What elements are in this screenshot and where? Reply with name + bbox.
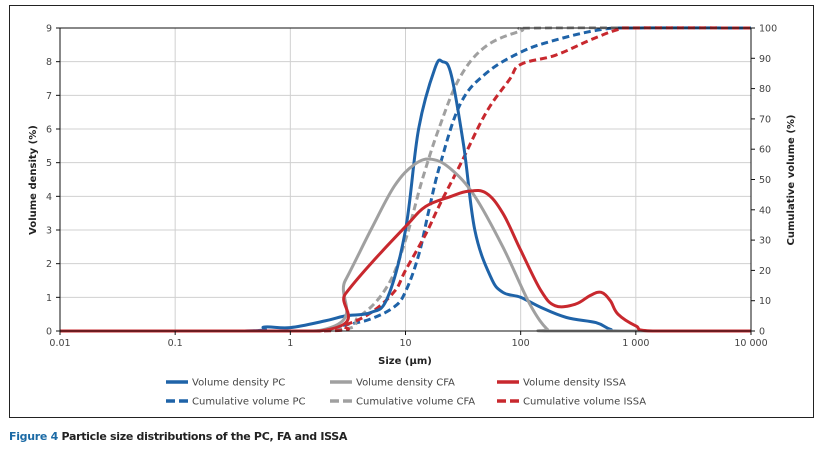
y-axis-title: Volume density (%) bbox=[28, 125, 39, 235]
legend-label: Volume density CFA bbox=[356, 378, 455, 389]
x-tick-label: 0.01 bbox=[49, 338, 70, 349]
x-axis-ticks: 0.01 0.1 1 10 100 1 000 10 000 bbox=[49, 331, 768, 349]
legend: Volume density PC Volume density CFA Volum… bbox=[166, 378, 646, 408]
y2-tick-label: 60 bbox=[759, 145, 771, 156]
y2-tick-label: 100 bbox=[759, 24, 777, 35]
y-tick-label: 2 bbox=[46, 259, 52, 270]
gridlines bbox=[60, 28, 751, 331]
legend-item: Cumulative volume ISSA bbox=[497, 397, 646, 408]
x-tick-label: 100 bbox=[512, 338, 530, 349]
x-tick-label: 1 000 bbox=[622, 338, 649, 349]
x-tick-label: 10 bbox=[399, 338, 411, 349]
y-axis-ticks: 0 1 2 3 4 5 6 7 8 9 bbox=[46, 24, 60, 338]
y2-tick-label: 50 bbox=[759, 175, 771, 186]
figure-number: Figure 4 bbox=[9, 430, 58, 443]
caption-text: Particle size distributions of the PC, F… bbox=[61, 430, 348, 443]
figure-frame bbox=[9, 5, 814, 418]
y-tick-label: 3 bbox=[46, 226, 52, 237]
y2-tick-label: 0 bbox=[759, 327, 765, 338]
y-tick-label: 1 bbox=[46, 293, 52, 304]
legend-label: Volume density ISSA bbox=[523, 378, 626, 389]
x-axis-title: Size (µm) bbox=[378, 356, 432, 367]
series-volume-density-issa bbox=[60, 188, 751, 333]
legend-item: Cumulative volume PC bbox=[166, 397, 306, 408]
x-tick-label: 10 000 bbox=[734, 338, 767, 349]
legend-item: Volume density PC bbox=[166, 378, 285, 389]
y-tick-label: 8 bbox=[46, 57, 52, 68]
legend-label: Volume density PC bbox=[192, 378, 285, 389]
y2-tick-label: 10 bbox=[759, 296, 771, 307]
legend-item: Cumulative volume CFA bbox=[330, 397, 475, 408]
legend-label: Cumulative volume CFA bbox=[356, 397, 475, 408]
legend-item: Volume density ISSA bbox=[497, 378, 626, 389]
y-tick-label: 7 bbox=[46, 91, 52, 102]
y-tick-label: 5 bbox=[46, 158, 52, 169]
x-tick-label: 0.1 bbox=[168, 338, 183, 349]
series-volume-density-pc bbox=[60, 58, 751, 333]
y2-tick-label: 20 bbox=[759, 266, 771, 277]
y-tick-label: 4 bbox=[46, 192, 52, 203]
y-tick-label: 6 bbox=[46, 125, 52, 136]
legend-item: Volume density CFA bbox=[330, 378, 455, 389]
legend-label: Cumulative volume PC bbox=[192, 397, 306, 408]
y-tick-label: 0 bbox=[46, 327, 52, 338]
y-tick-label: 9 bbox=[46, 24, 52, 35]
y2-axis-title: Cumulative volume (%) bbox=[786, 115, 797, 246]
y2-tick-label: 30 bbox=[759, 236, 771, 247]
x-tick-label: 1 bbox=[287, 338, 293, 349]
y2-tick-label: 90 bbox=[759, 54, 771, 65]
y2-axis-ticks: 0 10 20 30 40 50 60 70 80 90 100 bbox=[751, 24, 777, 338]
y2-tick-label: 70 bbox=[759, 114, 771, 125]
figure-caption: Figure 4 Particle size distributions of … bbox=[9, 430, 347, 443]
y2-tick-label: 80 bbox=[759, 84, 771, 95]
y2-tick-label: 40 bbox=[759, 205, 771, 216]
legend-label: Cumulative volume ISSA bbox=[523, 397, 646, 408]
